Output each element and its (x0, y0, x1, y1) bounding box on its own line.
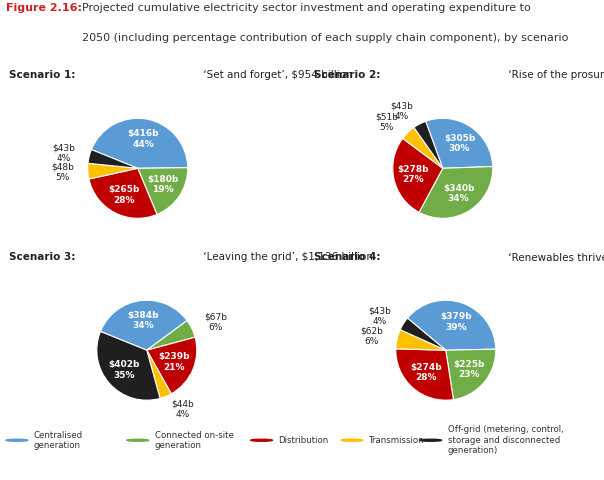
Text: Scenario 4:: Scenario 4: (314, 252, 381, 263)
Wedge shape (446, 349, 496, 400)
Text: $67b
6%: $67b 6% (205, 313, 228, 332)
Text: $48b
5%: $48b 5% (51, 162, 74, 182)
Text: $43b
4%: $43b 4% (368, 307, 391, 326)
Wedge shape (138, 168, 188, 215)
Text: Figure 2.16:: Figure 2.16: (6, 3, 82, 13)
Circle shape (341, 439, 363, 441)
Circle shape (127, 439, 149, 441)
Text: 2050 (including percentage contribution of each supply chain component), by scen: 2050 (including percentage contribution … (82, 33, 568, 43)
Wedge shape (414, 121, 443, 168)
Circle shape (6, 439, 28, 441)
Wedge shape (400, 318, 446, 350)
Text: Scenario 3:: Scenario 3: (9, 252, 76, 263)
Wedge shape (147, 350, 172, 398)
Text: $416b
44%: $416b 44% (127, 129, 159, 148)
Wedge shape (97, 332, 160, 400)
Circle shape (420, 439, 442, 441)
Wedge shape (89, 168, 157, 218)
Text: $340b
34%: $340b 34% (443, 184, 474, 204)
Text: $305b
30%: $305b 30% (444, 134, 475, 153)
Text: Connected on-site
generation: Connected on-site generation (155, 431, 234, 450)
Text: $278b
27%: $278b 27% (397, 165, 429, 184)
Wedge shape (426, 118, 493, 168)
Text: Scenario 1:: Scenario 1: (9, 71, 76, 81)
Text: $265b
28%: $265b 28% (108, 185, 140, 204)
Text: $379b
39%: $379b 39% (440, 312, 472, 332)
Wedge shape (408, 300, 496, 350)
Text: ‘Set and forget’, $954 billion: ‘Set and forget’, $954 billion (200, 71, 353, 81)
Wedge shape (403, 128, 443, 168)
Wedge shape (147, 337, 197, 394)
Text: $239b
21%: $239b 21% (159, 352, 190, 372)
Text: Transmission: Transmission (369, 436, 425, 445)
Wedge shape (396, 349, 454, 400)
Text: Centralised
generation: Centralised generation (34, 431, 83, 450)
Text: $402b
35%: $402b 35% (109, 360, 140, 380)
Wedge shape (88, 163, 138, 179)
Text: Distribution: Distribution (278, 436, 329, 445)
Text: $43b
4%: $43b 4% (390, 102, 413, 121)
Wedge shape (393, 138, 443, 212)
Text: $44b
4%: $44b 4% (171, 400, 194, 419)
Text: ‘Renewables thrive’, $984 billion: ‘Renewables thrive’, $984 billion (505, 252, 604, 263)
Text: $274b
28%: $274b 28% (410, 363, 442, 383)
Text: $384b
34%: $384b 34% (127, 311, 159, 330)
Text: Projected cumulative electricity sector investment and operating expenditure to: Projected cumulative electricity sector … (82, 3, 530, 13)
Wedge shape (147, 321, 195, 350)
Wedge shape (88, 150, 138, 168)
Wedge shape (396, 330, 446, 350)
Text: $62b
6%: $62b 6% (361, 326, 384, 346)
Text: $180b
19%: $180b 19% (147, 175, 178, 194)
Text: Scenario 2:: Scenario 2: (314, 71, 381, 81)
Text: ‘Leaving the grid’, $1,136 billion: ‘Leaving the grid’, $1,136 billion (200, 252, 373, 263)
Text: $51b
5%: $51b 5% (375, 113, 398, 132)
Wedge shape (100, 300, 187, 350)
Text: Off-grid (metering, control,
storage and disconnected
generation): Off-grid (metering, control, storage and… (448, 425, 564, 455)
Wedge shape (91, 118, 188, 168)
Wedge shape (419, 167, 493, 218)
Text: $43b
4%: $43b 4% (53, 143, 76, 163)
Circle shape (251, 439, 272, 441)
Text: $225b
23%: $225b 23% (453, 360, 484, 379)
Text: ‘Rise of the prosumer’, $1,017 billion: ‘Rise of the prosumer’, $1,017 billion (505, 71, 604, 81)
